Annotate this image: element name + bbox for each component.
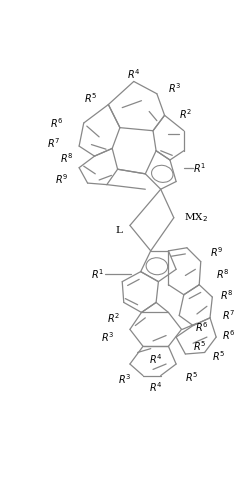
Text: $R^6$: $R^6$ xyxy=(50,116,64,130)
Text: $R^5$: $R^5$ xyxy=(84,91,97,105)
Text: $R^5$: $R^5$ xyxy=(185,370,199,384)
Text: $R^3$: $R^3$ xyxy=(169,81,182,95)
Text: $R^6$: $R^6$ xyxy=(222,329,236,342)
Text: $R^4$: $R^4$ xyxy=(149,352,163,366)
Text: $R^1$: $R^1$ xyxy=(91,267,105,281)
Text: $R^3$: $R^3$ xyxy=(118,373,131,386)
Text: MX$_2$: MX$_2$ xyxy=(184,212,208,224)
Text: $R^4$: $R^4$ xyxy=(149,380,163,394)
Text: $R^8$: $R^8$ xyxy=(60,152,74,165)
Text: $R^2$: $R^2$ xyxy=(179,107,192,121)
Text: $R^6$: $R^6$ xyxy=(195,320,208,334)
Text: $R^8$: $R^8$ xyxy=(216,267,230,281)
Text: $R^7$: $R^7$ xyxy=(222,308,236,322)
Text: $R^3$: $R^3$ xyxy=(101,330,115,344)
Text: $R^8$: $R^8$ xyxy=(220,288,233,301)
Text: L: L xyxy=(115,227,122,236)
Text: $R^1$: $R^1$ xyxy=(193,161,206,175)
Text: $R^7$: $R^7$ xyxy=(47,136,61,150)
Text: $R^9$: $R^9$ xyxy=(210,246,223,259)
Text: $R^5$: $R^5$ xyxy=(193,339,206,353)
Text: $R^4$: $R^4$ xyxy=(127,67,140,81)
Text: $R^5$: $R^5$ xyxy=(212,349,226,363)
Text: $R^2$: $R^2$ xyxy=(107,311,120,325)
Text: $R^9$: $R^9$ xyxy=(55,172,68,186)
